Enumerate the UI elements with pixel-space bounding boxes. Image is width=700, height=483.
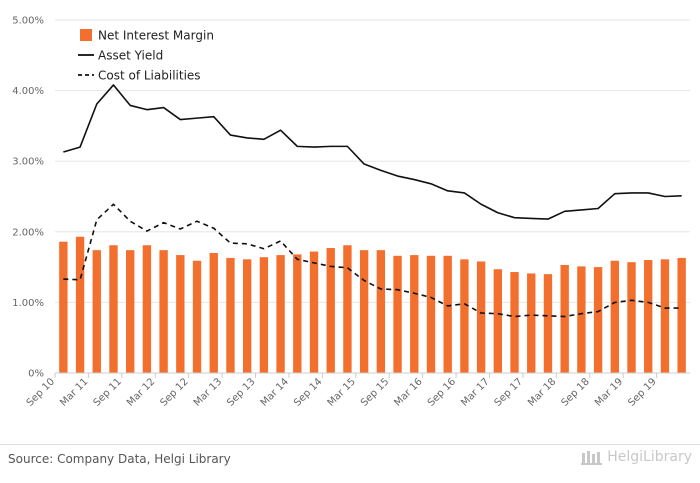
x-tick-label: Sep 16 (426, 376, 458, 408)
legend-label: Net Interest Margin (98, 29, 214, 43)
bar (109, 245, 118, 373)
bar (660, 259, 670, 373)
bar (443, 255, 452, 373)
x-tick-label: Sep 13 (225, 376, 257, 408)
bar (593, 267, 603, 373)
y-tick-label: 0% (28, 369, 44, 380)
bar (493, 269, 503, 373)
bar (677, 257, 686, 373)
bars-net-interest-margin (59, 236, 686, 373)
x-tick-label: Sep 12 (158, 376, 190, 408)
bar (209, 252, 218, 373)
y-tick-label: 3.00% (12, 157, 44, 168)
bar (627, 262, 636, 373)
bar (326, 248, 335, 373)
bar (276, 255, 285, 373)
bar (527, 273, 536, 373)
x-tick-label: Sep 14 (292, 376, 324, 408)
y-tick-label: 2.00% (12, 227, 44, 238)
bar (460, 259, 469, 373)
bar (293, 254, 302, 373)
bar (142, 245, 152, 373)
legend-label: Asset Yield (98, 49, 163, 63)
x-tick-label: Mar 14 (259, 376, 291, 408)
bar (359, 250, 369, 373)
bar (92, 250, 101, 373)
bar (259, 257, 269, 373)
bar (410, 255, 419, 373)
bar (393, 255, 402, 373)
x-tick-label: Sep 15 (359, 376, 391, 408)
x-tick-label: Mar 18 (526, 376, 558, 408)
x-tick-label: Mar 19 (593, 376, 625, 408)
bar (309, 251, 319, 373)
bar (376, 250, 386, 373)
logo-text: HelgiLibrary (607, 449, 692, 465)
bar (476, 261, 486, 373)
series-line-cost-of-liabilities (63, 203, 682, 318)
bar (159, 250, 168, 373)
legend-swatch-net-interest-margin (80, 29, 92, 41)
x-tick-label: Mar 15 (326, 376, 358, 408)
bar (610, 260, 619, 373)
x-tick-label: Mar 16 (392, 376, 424, 408)
y-tick-label: 1.00% (12, 298, 44, 309)
bar (176, 255, 185, 373)
bar (126, 250, 135, 373)
bar (577, 266, 586, 373)
series-line-asset-yield (63, 84, 682, 220)
y-tick-label: 5.00% (12, 16, 44, 27)
helgi-library-logo: HelgiLibrary (581, 449, 692, 465)
bar (560, 264, 569, 373)
x-tick-label: Sep 17 (493, 376, 525, 408)
x-tick-label: Sep 18 (559, 376, 591, 408)
x-tick-label: Sep 10 (25, 376, 57, 408)
x-tick-label: Mar 12 (125, 376, 157, 408)
bar (192, 260, 202, 373)
bar (226, 257, 235, 373)
bar (426, 255, 436, 373)
footer-divider (0, 444, 700, 445)
legend: Net Interest Margin Asset Yield Cost of Li… (78, 29, 214, 83)
bar (59, 241, 68, 373)
x-tick-label: Sep 19 (626, 376, 658, 408)
bar (644, 260, 653, 373)
x-tick-label: Sep 11 (92, 376, 124, 408)
chart: 0%1.00%2.00%3.00%4.00%5.00%Sep 10 Mar 11 S… (12, 16, 690, 409)
source-note: Source: Company Data, Helgi Library (8, 452, 231, 466)
bar (543, 274, 553, 373)
bar (510, 272, 519, 373)
legend-label: Cost of Liabilities (98, 69, 201, 83)
bar (242, 259, 252, 373)
bar (75, 236, 85, 373)
bar (343, 245, 352, 373)
x-tick-label: Mar 17 (459, 376, 491, 408)
x-tick-label: Mar 11 (58, 376, 90, 408)
y-tick-label: 4.00% (12, 86, 44, 97)
x-tick-label: Mar 13 (192, 376, 224, 408)
library-icon (581, 451, 603, 465)
lines (63, 84, 682, 318)
